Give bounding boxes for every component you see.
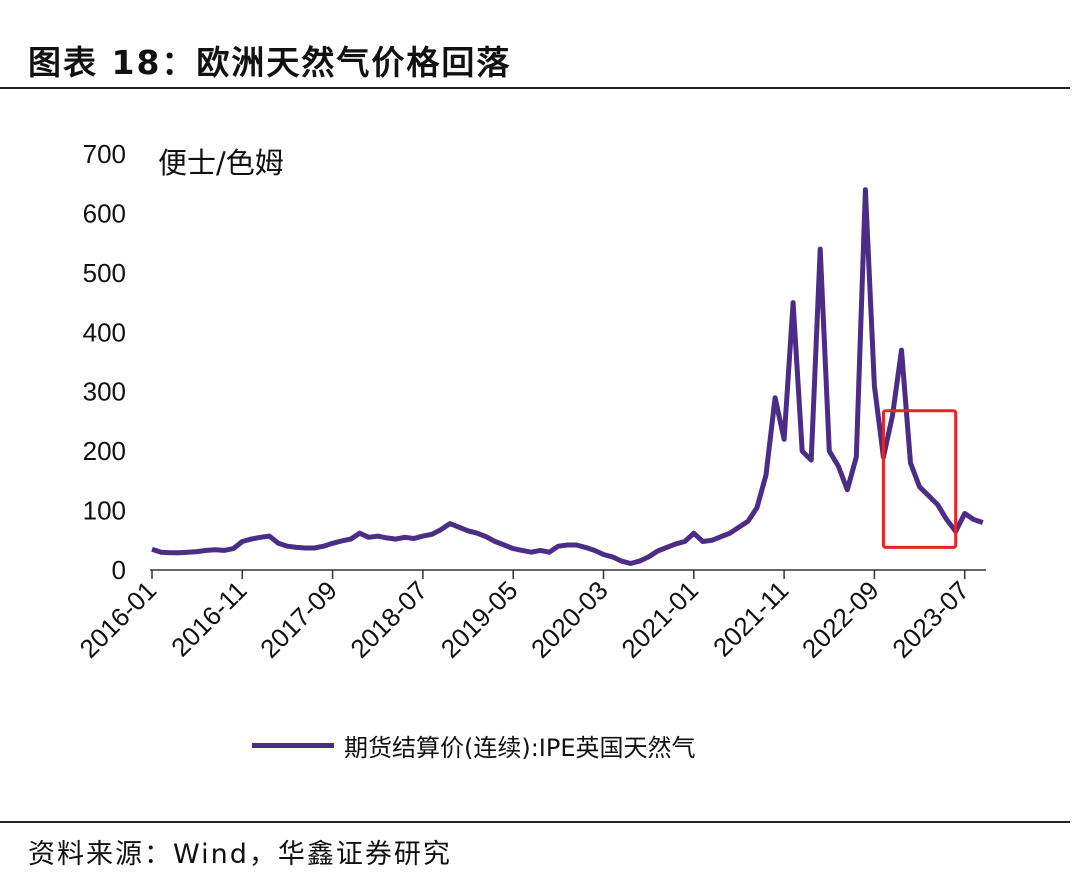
y-tick-label: 0 bbox=[112, 555, 126, 585]
x-tick-label: 2021-11 bbox=[707, 575, 794, 662]
y-tick-label: 500 bbox=[83, 258, 126, 288]
x-tick-label: 2018-07 bbox=[344, 575, 433, 664]
highlight-box bbox=[881, 409, 958, 549]
y-tick-label: 300 bbox=[83, 377, 126, 407]
x-tick-label: 2019-05 bbox=[435, 575, 524, 664]
x-tick-label: 2020-03 bbox=[525, 575, 614, 664]
x-tick-label: 2017-09 bbox=[254, 575, 343, 664]
x-tick-label: 2016-01 bbox=[74, 575, 163, 664]
legend-line-swatch bbox=[252, 743, 334, 748]
x-tick-label: 2016-11 bbox=[165, 575, 252, 662]
title-divider bbox=[0, 87, 1070, 89]
x-tick-label: 2021-01 bbox=[615, 575, 704, 664]
legend: 期货结算价(连续):IPE英国天然气 bbox=[252, 728, 696, 763]
footer-divider bbox=[0, 821, 1070, 823]
figure-title: 图表 18：欧洲天然气价格回落 bbox=[28, 43, 512, 82]
source-note: 资料来源：Wind，华鑫证券研究 bbox=[28, 839, 452, 870]
x-tick-label: 2023-07 bbox=[886, 575, 975, 664]
y-tick-label: 200 bbox=[83, 436, 126, 466]
legend-label: 期货结算价(连续):IPE英国天然气 bbox=[344, 734, 696, 762]
y-tick-label: 700 bbox=[83, 139, 126, 169]
series-line bbox=[151, 187, 984, 566]
y-axis-unit-label: 便士/色姆 bbox=[158, 146, 284, 180]
y-tick-label: 600 bbox=[83, 198, 126, 228]
y-tick-label: 100 bbox=[83, 496, 126, 526]
y-tick-label: 400 bbox=[83, 317, 126, 347]
x-tick-label: 2022-09 bbox=[796, 575, 885, 664]
